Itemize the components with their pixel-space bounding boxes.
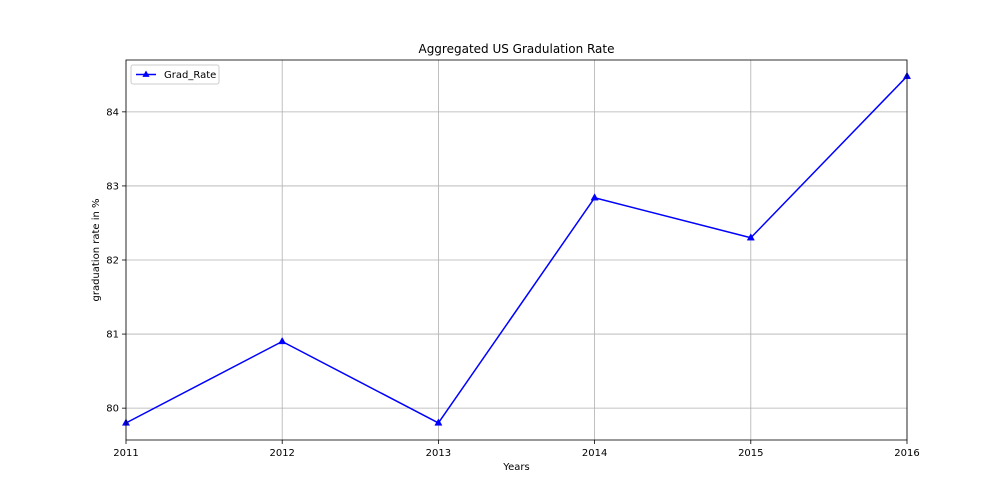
data-point-marker — [278, 336, 287, 345]
legend-box — [130, 64, 220, 85]
y-tick-label: 80 — [106, 404, 119, 415]
legend-marker-triangle-icon — [142, 70, 150, 77]
y-tick-label: 83 — [106, 181, 119, 192]
chart-title: Aggregated US Gradulation Rate — [418, 42, 614, 56]
y-tick-label: 82 — [106, 256, 119, 267]
legend-entry-label: Grad_Rate — [164, 70, 216, 81]
x-tick-label: 2016 — [894, 448, 919, 459]
x-tick-label: 2011 — [113, 448, 138, 459]
y-axis-label: graduation rate in % — [91, 198, 102, 301]
plot-frame — [125, 59, 908, 441]
axis-ticks: 2011 2012 2013 2014 2015 2016 80 81 82 83 84 — [106, 107, 919, 459]
y-tick-label: 81 — [106, 330, 119, 341]
series-line — [125, 75, 908, 424]
x-axis-label: Years — [502, 462, 529, 473]
data-point-marker — [746, 233, 755, 241]
x-tick-label: 2014 — [582, 448, 607, 459]
data-point-marker — [590, 193, 599, 201]
x-tick-label: 2012 — [269, 448, 294, 459]
x-tick-label: 2013 — [426, 448, 451, 459]
data-point-marker — [434, 418, 443, 426]
legend: Grad_Rate — [130, 64, 220, 85]
grid-lines — [125, 60, 908, 440]
x-tick-label: 2015 — [738, 448, 763, 459]
series-layer — [121, 71, 912, 426]
y-tick-label: 84 — [106, 107, 119, 118]
